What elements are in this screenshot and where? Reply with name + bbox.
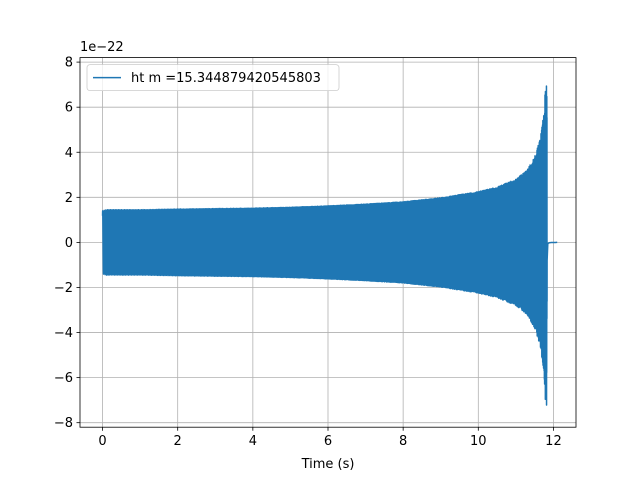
y-tick-label: 4 bbox=[65, 146, 73, 161]
y-tick-label: −8 bbox=[54, 416, 73, 431]
y-tick-label: 2 bbox=[65, 191, 73, 206]
x-tick-label: 10 bbox=[470, 434, 487, 449]
y-tick-label: 0 bbox=[65, 236, 73, 251]
x-tick-label: 6 bbox=[324, 434, 332, 449]
y-tick-label: −6 bbox=[54, 371, 73, 386]
y-tick-label: −2 bbox=[54, 281, 73, 296]
x-axis-label: Time (s) bbox=[301, 457, 355, 472]
y-tick-label: 6 bbox=[65, 101, 73, 116]
x-tick-label: 12 bbox=[545, 434, 562, 449]
x-tick-label: 0 bbox=[98, 434, 106, 449]
y-scale-label: 1e−22 bbox=[80, 40, 124, 55]
x-tick-label: 4 bbox=[249, 434, 257, 449]
x-tick-label: 8 bbox=[399, 434, 407, 449]
x-tick-label: 2 bbox=[174, 434, 182, 449]
legend: ht m =15.344879420545803 bbox=[86, 64, 340, 91]
legend-box bbox=[86, 64, 340, 91]
y-tick-label: −4 bbox=[54, 326, 73, 341]
series-line bbox=[101, 85, 558, 406]
y-tick-label: 8 bbox=[65, 56, 73, 71]
ticks: 0 2 4 6 8 10 12 −8 −6 −4 −2 0 2 4 6 8 bbox=[54, 56, 562, 450]
legend-entry-label: ht m =15.344879420545803 bbox=[131, 71, 321, 86]
